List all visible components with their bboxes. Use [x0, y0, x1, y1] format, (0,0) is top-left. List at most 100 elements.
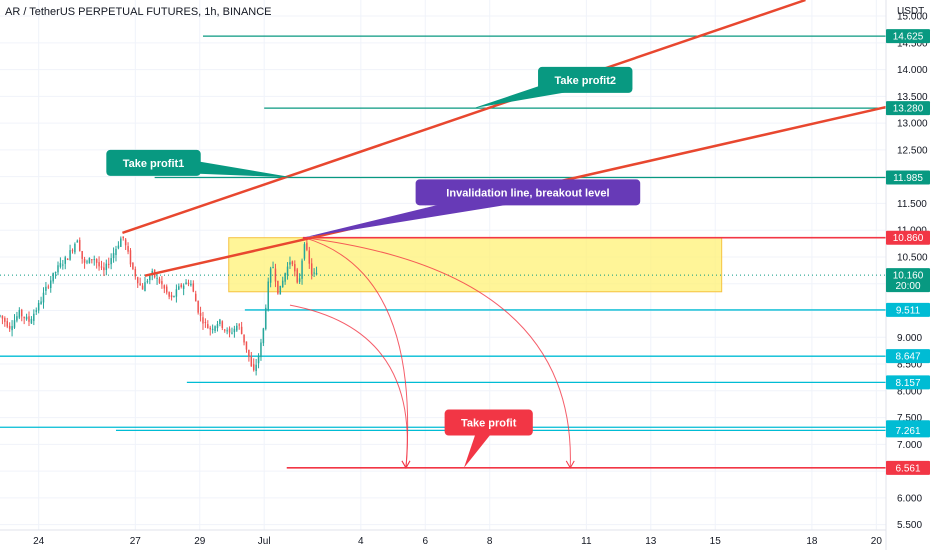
- trendline: [122, 0, 806, 235]
- candle-body: [238, 324, 240, 326]
- x-tick-label: 11: [581, 536, 592, 547]
- candle-body: [279, 285, 282, 295]
- annotations: Take profit2 Take profit1 Invalidation lin…: [106, 66, 641, 468]
- y-tick-label: 7.500: [897, 413, 922, 424]
- y-tick-label: 14.500: [897, 38, 928, 49]
- candle-body: [81, 251, 83, 259]
- candle-body: [86, 261, 88, 263]
- y-tick-label: 6.000: [897, 493, 922, 504]
- candle-body: [141, 285, 144, 290]
- candle-body: [25, 316, 28, 320]
- candle-body: [18, 310, 21, 318]
- candle-body: [47, 286, 50, 288]
- annotation-callout: Invalidation line, breakout level: [302, 179, 641, 238]
- level-price-tag-bg: [886, 349, 930, 364]
- callout-box: [538, 66, 633, 93]
- level-price-tag-bg: [886, 29, 930, 44]
- projection-arc: [304, 237, 571, 468]
- candle-body: [178, 286, 180, 290]
- candle-body: [296, 269, 298, 283]
- candle-body: [294, 264, 296, 272]
- candle-body: [274, 268, 277, 282]
- callout-text: Take profit2: [554, 75, 616, 87]
- candle-body: [260, 342, 262, 358]
- candle-body: [76, 240, 79, 243]
- candle-body: [211, 328, 214, 330]
- candle-body: [187, 282, 190, 285]
- candle-body: [158, 278, 161, 283]
- x-tick-label: 4: [358, 536, 364, 547]
- candle-body: [269, 268, 272, 283]
- callout-text: Take profit: [461, 418, 517, 430]
- candle-body: [13, 320, 16, 328]
- candle-body: [226, 330, 228, 332]
- candle-body: [231, 332, 233, 334]
- candle-body: [306, 242, 308, 250]
- candle-body: [272, 267, 274, 269]
- candle-body: [78, 240, 81, 251]
- candle-body: [199, 312, 202, 316]
- last-price-tag-bg: [886, 268, 930, 293]
- candle-body: [202, 317, 204, 324]
- y-tick-label: 10.500: [897, 252, 928, 263]
- candle-body: [64, 257, 66, 264]
- candle-body: [197, 300, 199, 313]
- candle-body: [255, 364, 257, 372]
- candle-body: [132, 262, 134, 270]
- candle-body: [284, 273, 286, 282]
- candle-body: [88, 257, 91, 264]
- candle-body: [37, 302, 40, 311]
- candle-body: [11, 326, 13, 331]
- candle-body: [192, 283, 195, 292]
- candle-body: [20, 309, 23, 317]
- candle-body: [93, 259, 95, 261]
- y-tick-label: 13.500: [897, 92, 928, 103]
- candle-body: [45, 286, 47, 291]
- candle-body: [182, 285, 185, 289]
- candle-body: [175, 289, 178, 297]
- candle-body: [134, 269, 137, 277]
- candle-body: [33, 313, 35, 321]
- y-tick-label: 9.000: [897, 333, 922, 344]
- candle-body: [120, 238, 122, 247]
- candle-body: [163, 285, 166, 289]
- candle-body: [168, 292, 170, 297]
- candle-body: [240, 326, 243, 335]
- candle-body: [281, 280, 284, 288]
- candle-body: [149, 275, 151, 281]
- callout-box: [106, 149, 201, 176]
- candle-body: [74, 243, 76, 253]
- candle-body: [40, 301, 42, 304]
- candle-body: [151, 271, 153, 275]
- level-price-tag: 14.625: [893, 32, 924, 43]
- candle-body: [204, 322, 207, 324]
- level-price-tag-bg: [886, 460, 930, 475]
- candle-body: [1, 315, 4, 319]
- support-resistance-zone: [228, 237, 723, 293]
- candle-body: [233, 328, 236, 333]
- candle-body: [100, 266, 103, 268]
- y-tick-label: 8.500: [897, 360, 922, 371]
- candle-body: [117, 245, 120, 249]
- annotation-callout: Take profit2: [473, 66, 633, 109]
- candle-body: [303, 244, 306, 259]
- candle-body: [66, 258, 69, 260]
- chart-title: AR / TetherUS PERPETUAL FUTURES, 1h, BIN…: [5, 6, 272, 18]
- candle-body: [165, 286, 168, 293]
- candle-body: [298, 278, 301, 282]
- candle-body: [209, 327, 211, 330]
- y-axis-unit-label: USDT: [897, 6, 924, 17]
- candle-body: [103, 267, 105, 271]
- projection-arc: [289, 304, 408, 468]
- candle-body: [8, 325, 11, 329]
- candle-body: [173, 296, 175, 298]
- x-tick-label: 18: [806, 536, 818, 547]
- zone: [228, 237, 723, 293]
- candle-body: [190, 283, 192, 286]
- candle-body: [156, 277, 158, 279]
- candle-body: [139, 283, 141, 286]
- candle-body: [30, 318, 33, 324]
- candle-body: [267, 281, 269, 310]
- callout-box: [415, 179, 641, 206]
